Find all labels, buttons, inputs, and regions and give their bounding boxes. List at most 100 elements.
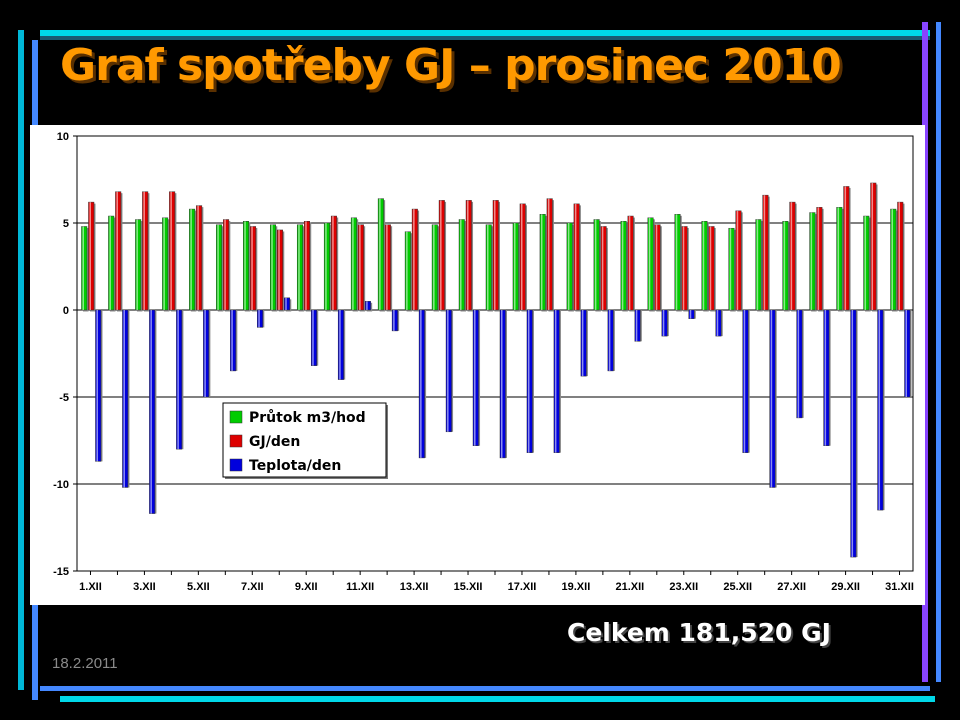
bar-highlight	[278, 229, 280, 310]
bar-highlight	[756, 219, 759, 310]
bar-highlight	[844, 186, 847, 310]
bar-highlight	[581, 310, 584, 377]
bar-highlight	[440, 200, 442, 310]
x-tick-label: 23.XII	[669, 581, 698, 593]
bar-2-19	[607, 309, 614, 372]
bar-0-11	[377, 198, 384, 311]
bar-highlight	[851, 310, 854, 558]
bar-highlight	[123, 310, 125, 488]
bar-2-5	[230, 309, 237, 372]
bar-2-7	[284, 297, 291, 311]
bar-highlight	[366, 301, 368, 310]
bar-2-8	[310, 309, 317, 366]
bar-highlight	[82, 226, 84, 310]
frame-top-cyan	[40, 30, 930, 36]
bar-highlight	[150, 310, 152, 514]
bar-highlight	[305, 221, 307, 310]
bar-highlight	[716, 310, 719, 337]
bar-highlight	[116, 191, 118, 310]
bar-1-17	[546, 198, 553, 311]
bar-2-6	[257, 309, 264, 328]
bar-2-0	[95, 309, 102, 462]
bar-highlight	[594, 219, 597, 310]
bar-0-3	[162, 217, 169, 311]
bar-1-2	[142, 191, 149, 311]
bar-2-18	[580, 309, 587, 377]
bar-highlight	[736, 210, 739, 310]
bar-highlight	[224, 219, 226, 310]
bar-highlight	[406, 231, 408, 310]
bar-0-9	[323, 222, 330, 311]
page-title: Graf spotřeby GJ – prosinec 2010	[60, 40, 842, 91]
bar-highlight	[433, 224, 435, 310]
x-tick-label: 7.XII	[241, 581, 264, 593]
frame-right-blue	[936, 22, 941, 682]
bar-2-11	[391, 309, 398, 332]
bar-highlight	[89, 202, 91, 310]
bar-1-23	[708, 226, 715, 311]
bar-1-16	[519, 203, 526, 311]
bar-1-13	[438, 200, 445, 311]
bar-1-28	[843, 186, 850, 311]
bar-highlight	[513, 223, 516, 310]
bar-1-27	[816, 207, 823, 311]
bar-highlight	[447, 310, 449, 432]
bar-2-23	[715, 309, 722, 337]
bar-highlight	[413, 209, 415, 310]
frame-bottom-blue	[40, 686, 930, 691]
bar-0-1	[108, 215, 115, 311]
bar-highlight	[689, 310, 692, 319]
bar-0-25	[755, 219, 762, 311]
bar-1-9	[330, 215, 337, 311]
bar-1-1	[115, 191, 122, 311]
y-tick-label: -15	[53, 566, 69, 578]
bar-0-5	[216, 224, 223, 311]
bar-highlight	[797, 310, 800, 418]
bar-highlight	[702, 221, 705, 310]
x-tick-label: 31.XII	[885, 581, 914, 593]
x-tick-label: 17.XII	[508, 581, 537, 593]
bar-highlight	[905, 310, 908, 397]
bar-highlight	[520, 203, 523, 310]
bar-2-17	[553, 309, 560, 453]
bar-highlight	[682, 226, 685, 310]
y-tick-label: 5	[63, 218, 69, 230]
bar-highlight	[258, 310, 260, 328]
bar-2-29	[877, 309, 884, 511]
bar-highlight	[817, 207, 820, 310]
bar-0-30	[890, 208, 897, 311]
bar-highlight	[891, 209, 894, 310]
bar-highlight	[621, 221, 624, 310]
bar-highlight	[494, 200, 496, 310]
bar-highlight	[743, 310, 746, 453]
bar-highlight	[393, 310, 395, 331]
legend-swatch-0	[229, 410, 243, 424]
bar-0-13	[431, 224, 438, 311]
bar-highlight	[635, 310, 638, 342]
bar-highlight	[783, 221, 786, 310]
bar-0-19	[593, 219, 600, 311]
bar-1-7	[277, 229, 284, 311]
bar-highlight	[871, 182, 874, 310]
bar-1-21	[654, 224, 661, 311]
bar-highlight	[244, 221, 246, 310]
bar-0-2	[135, 219, 142, 311]
bar-0-21	[647, 217, 654, 311]
bar-highlight	[810, 212, 813, 310]
bar-highlight	[96, 310, 98, 462]
frame-top-shadow	[40, 36, 930, 40]
bar-highlight	[474, 310, 476, 446]
x-tick-label: 9.XII	[295, 581, 318, 593]
bar-0-0	[81, 226, 88, 311]
bar-highlight	[231, 310, 233, 371]
bar-highlight	[898, 202, 901, 310]
legend-box	[222, 402, 387, 478]
legend-label-0: Průtok m3/hod	[249, 409, 366, 426]
bar-highlight	[109, 216, 111, 310]
frame-bottom-cyan	[60, 696, 935, 702]
bar-highlight	[770, 310, 773, 488]
bar-highlight	[567, 223, 570, 310]
bar-highlight	[608, 310, 611, 371]
bar-highlight	[574, 203, 577, 310]
bar-highlight	[170, 191, 172, 310]
